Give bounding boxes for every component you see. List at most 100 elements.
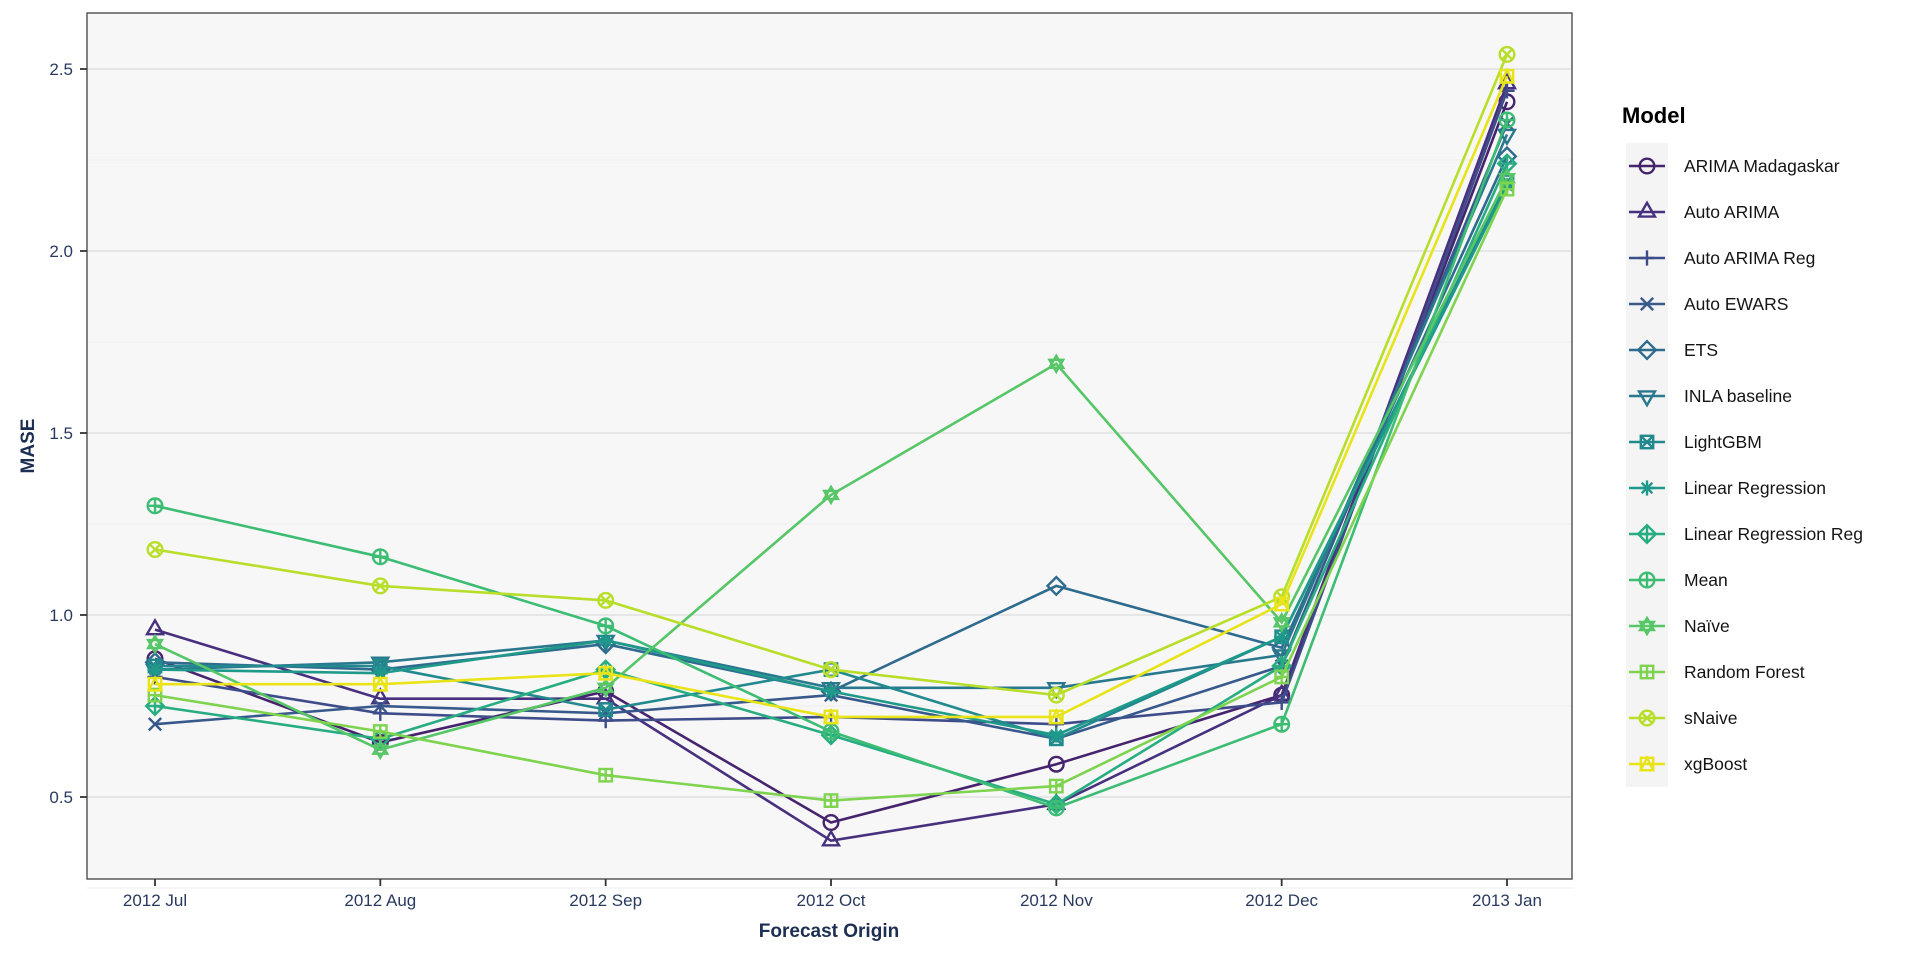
x-tick-label: 2012 Oct: [796, 891, 865, 910]
point-linear-regression-2012-jul: [147, 661, 163, 678]
legend-key-naive: [1629, 615, 1665, 637]
legend-item-linear-regression-reg: Linear Regression Reg: [1626, 511, 1863, 557]
legend: ARIMA Madagaskar Auto ARIMA Auto ARIMA Reg…: [1626, 143, 1863, 787]
legend-label-linear-regression: Linear Regression: [1684, 478, 1826, 498]
point-random-forest-2012-oct: [823, 793, 839, 808]
legend-key-mean: [1629, 571, 1665, 589]
point-xgboost-2013-jan: [1498, 67, 1516, 84]
point-naive-2012-oct: [822, 484, 840, 506]
point-mean-2013-jan: [1498, 111, 1516, 129]
legend-key-linear-regression: [1629, 480, 1665, 496]
legend-key-arima-madagaskar: [1629, 157, 1665, 175]
legend-item-linear-regression: Linear Regression: [1626, 465, 1826, 511]
legend-item-naive: Naïve: [1626, 603, 1730, 649]
point-snaive-2012-sep: [597, 591, 615, 609]
y-tick-label: 2.0: [49, 242, 73, 261]
y-tick-label: 1.0: [49, 606, 73, 625]
legend-label-xgboost: xgBoost: [1684, 754, 1747, 774]
x-tick-label: 2012 Jul: [123, 891, 187, 910]
point-xgboost-2012-jul: [146, 675, 164, 692]
point-inla-baseline-2013-jan: [1496, 128, 1518, 147]
point-naive-2012-aug: [371, 739, 390, 761]
point-mean-2012-nov: [1047, 799, 1065, 817]
point-linear-regression-2012-oct: [823, 683, 839, 700]
point-ets-2012-nov: [1045, 575, 1067, 597]
series-line-naive: [154, 177, 1509, 752]
series-line-xgboost: [155, 75, 1509, 719]
point-mean-2012-sep: [597, 617, 615, 635]
point-random-forest-2012-aug: [372, 724, 388, 739]
legend-item-mean: Mean: [1626, 557, 1728, 603]
plot-panel: [87, 13, 1572, 889]
point-snaive-2012-aug: [371, 577, 389, 595]
series-naive: [146, 167, 1516, 761]
point-snaive-2012-nov: [1047, 686, 1065, 704]
point-random-forest-2013-jan: [1499, 181, 1515, 197]
point-xgboost-2012-nov: [1048, 708, 1065, 725]
legend-label-snaive: sNaive: [1684, 708, 1738, 728]
point-auto-arima-reg-2012-dec: [1274, 694, 1290, 711]
legend-label-auto-arima: Auto ARIMA: [1684, 202, 1780, 222]
series-layer: [144, 45, 1518, 847]
legend-key-xgboost: [1629, 755, 1665, 772]
legend-key-lightgbm: [1629, 434, 1665, 450]
legend-label-auto-ewars: Auto EWARS: [1684, 294, 1788, 314]
point-mean-2012-jul: [146, 497, 164, 515]
point-xgboost-2012-oct: [822, 708, 840, 725]
point-mean-2012-oct: [822, 722, 840, 741]
legend-label-linear-regression-reg: Linear Regression Reg: [1684, 524, 1863, 544]
legend-label-naive: Naïve: [1684, 616, 1730, 636]
legend-label-auto-arima-reg: Auto ARIMA Reg: [1684, 248, 1815, 268]
x-tick-label: 2012 Aug: [344, 891, 416, 910]
y-tick-label: 2.5: [49, 60, 73, 79]
legend-label-mean: Mean: [1684, 570, 1728, 590]
legend-key-snaive: [1629, 709, 1665, 727]
legend-item-auto-arima: Auto ARIMA: [1626, 189, 1780, 235]
point-random-forest-2012-dec: [1274, 669, 1290, 685]
point-linear-regression-2012-sep: [598, 632, 614, 649]
legend-label-random-forest: Random Forest: [1684, 662, 1805, 682]
point-arima-madagaskar-2012-nov: [1047, 755, 1065, 773]
legend-item-lightgbm: LightGBM: [1626, 419, 1762, 465]
x-tick-label: 2012 Sep: [569, 891, 642, 910]
x-tick-label: 2013 Jan: [1472, 891, 1542, 910]
legend-label-inla-baseline: INLA baseline: [1684, 386, 1792, 406]
point-xgboost-2012-sep: [597, 664, 614, 681]
legend-item-xgboost: xgBoost: [1626, 741, 1747, 787]
y-axis-title: MASE: [18, 419, 39, 474]
point-auto-ewars-2012-jul: [147, 717, 163, 732]
x-tick-label: 2012 Dec: [1245, 891, 1318, 910]
series-xgboost: [146, 67, 1516, 725]
point-naive-2012-jul: [146, 633, 164, 655]
point-random-forest-2012-sep: [598, 767, 614, 783]
legend-item-auto-arima-reg: Auto ARIMA Reg: [1626, 235, 1815, 281]
point-auto-arima-reg-2012-aug: [372, 705, 388, 721]
legend-label-ets: ETS: [1684, 340, 1718, 360]
legend-key-ets: [1629, 339, 1665, 361]
point-inla-baseline-2012-aug: [370, 656, 391, 674]
point-xgboost-2012-aug: [372, 675, 389, 692]
point-random-forest-2012-nov: [1048, 778, 1064, 794]
legend-item-auto-ewars: Auto EWARS: [1626, 281, 1788, 327]
legend-label-lightgbm: LightGBM: [1684, 432, 1762, 452]
point-auto-ewars-2012-aug: [373, 698, 388, 714]
point-lightgbm-2012-sep: [598, 702, 614, 717]
series-mean: [146, 111, 1516, 817]
point-snaive-2012-jul: [146, 540, 164, 559]
point-snaive-2012-oct: [822, 661, 840, 679]
panel-border: [86, 12, 1573, 880]
point-naive-2012-sep: [596, 677, 615, 699]
point-naive-2012-dec: [1272, 611, 1291, 633]
x-tick-label: 2012 Nov: [1020, 891, 1093, 910]
point-auto-arima-2012-oct: [820, 829, 842, 847]
legend-key-random-forest: [1629, 664, 1665, 680]
legend-title: Model: [1622, 103, 1686, 128]
point-linear-regression-2012-nov: [1048, 727, 1064, 743]
y-tick-label: 0.5: [49, 788, 73, 807]
legend-key-auto-arima-reg: [1629, 250, 1665, 266]
point-snaive-2013-jan: [1498, 45, 1516, 63]
axes-layer: 0.5 1.0 1.5 2.0 2.5 2012 Jul 2012 Aug 2012 Sep 2…: [49, 12, 1573, 910]
legend-item-inla-baseline: INLA baseline: [1626, 373, 1792, 419]
